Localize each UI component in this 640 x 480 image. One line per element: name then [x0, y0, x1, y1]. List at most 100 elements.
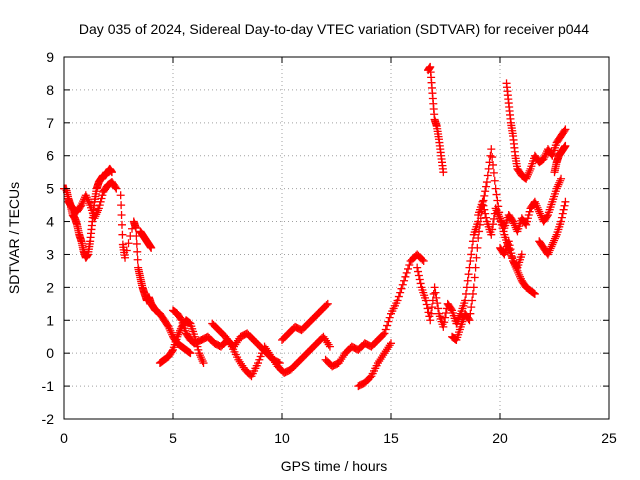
y-tick-label: 4 — [46, 214, 54, 230]
data-point — [489, 214, 498, 223]
data-point — [423, 304, 432, 313]
data-point — [556, 176, 565, 185]
data-point — [94, 206, 103, 215]
data-point — [379, 330, 388, 339]
data-point — [481, 209, 490, 218]
data-point — [530, 289, 539, 298]
data-point — [482, 182, 491, 191]
data-point — [517, 250, 526, 259]
data-point — [92, 210, 101, 219]
y-tick-label: 6 — [46, 148, 54, 164]
series-p044-p — [535, 197, 570, 259]
data-point — [131, 224, 140, 233]
data-point — [475, 220, 484, 229]
series-p044-g — [208, 319, 334, 381]
y-tick-label: 1 — [46, 312, 54, 328]
data-point — [164, 322, 173, 331]
y-tick-label: -1 — [42, 378, 55, 394]
data-point — [543, 212, 552, 221]
data-point — [545, 246, 554, 255]
data-point — [480, 205, 489, 214]
data-point — [452, 319, 461, 328]
data-point — [482, 178, 491, 187]
data-point — [544, 248, 553, 257]
series-p044-j — [354, 339, 395, 391]
data-point — [400, 276, 409, 285]
y-tick-label: 9 — [46, 49, 54, 65]
data-point — [118, 230, 127, 239]
data-point — [523, 170, 532, 179]
data-point — [464, 270, 473, 279]
y-tick-label: 0 — [46, 345, 54, 361]
data-point — [427, 309, 436, 318]
data-point — [473, 243, 482, 252]
data-point — [509, 217, 518, 226]
series-p044-l — [424, 62, 448, 177]
data-point — [561, 141, 570, 150]
data-point — [415, 275, 424, 284]
data-point — [561, 125, 570, 134]
data-point — [165, 324, 174, 333]
data-point — [489, 168, 498, 177]
data-point — [507, 249, 516, 258]
data-point — [432, 293, 441, 302]
data-point — [133, 247, 142, 256]
data-point — [196, 353, 205, 362]
data-point — [557, 213, 566, 222]
data-point — [147, 243, 156, 252]
y-tick-label: -2 — [42, 411, 55, 427]
data-point — [495, 212, 504, 221]
data-point — [174, 330, 183, 339]
data-point — [475, 227, 484, 236]
chart-title: Day 035 of 2024, Sidereal Day-to-day VTE… — [79, 21, 589, 37]
data-point — [492, 206, 501, 215]
series-p044-q — [550, 141, 570, 177]
data-point — [504, 237, 513, 246]
data-point — [559, 205, 568, 214]
x-tick-label: 10 — [274, 430, 290, 446]
data-point — [117, 201, 126, 210]
data-point — [494, 210, 503, 219]
data-point — [387, 339, 395, 348]
data-point — [394, 292, 403, 301]
data-point — [552, 184, 561, 193]
series-p044-d — [136, 227, 156, 252]
data-point — [539, 155, 548, 164]
data-point — [468, 296, 477, 305]
data-point — [505, 241, 514, 250]
series-p044-n — [474, 174, 566, 239]
data-point — [463, 276, 472, 285]
data-point — [383, 321, 392, 330]
series-p044-r — [496, 237, 526, 272]
series-p044-m — [448, 145, 539, 345]
data-point — [78, 199, 87, 208]
data-point — [325, 342, 334, 351]
data-point — [454, 315, 463, 324]
data-point — [466, 309, 475, 318]
data-point — [176, 314, 185, 323]
data-point — [184, 347, 193, 356]
data-point — [85, 199, 94, 208]
data-point — [484, 164, 493, 173]
data-point — [196, 351, 205, 360]
data-point — [431, 288, 440, 297]
data-point — [226, 340, 235, 349]
data-point — [439, 322, 448, 331]
data-point — [521, 219, 530, 228]
data-point — [550, 234, 559, 243]
data-point — [422, 300, 431, 309]
data-point — [530, 289, 539, 298]
data-point — [482, 213, 491, 222]
data-point — [84, 197, 93, 206]
y-tick-label: 7 — [46, 115, 54, 131]
data-point — [385, 341, 394, 350]
data-point — [90, 214, 99, 223]
data-point — [468, 237, 477, 246]
data-point — [414, 267, 423, 276]
data-point — [440, 318, 449, 327]
data-point — [493, 196, 502, 205]
series-p044-b — [64, 178, 121, 223]
data-point — [466, 257, 475, 266]
data-point — [514, 268, 523, 277]
data-point — [467, 303, 476, 312]
